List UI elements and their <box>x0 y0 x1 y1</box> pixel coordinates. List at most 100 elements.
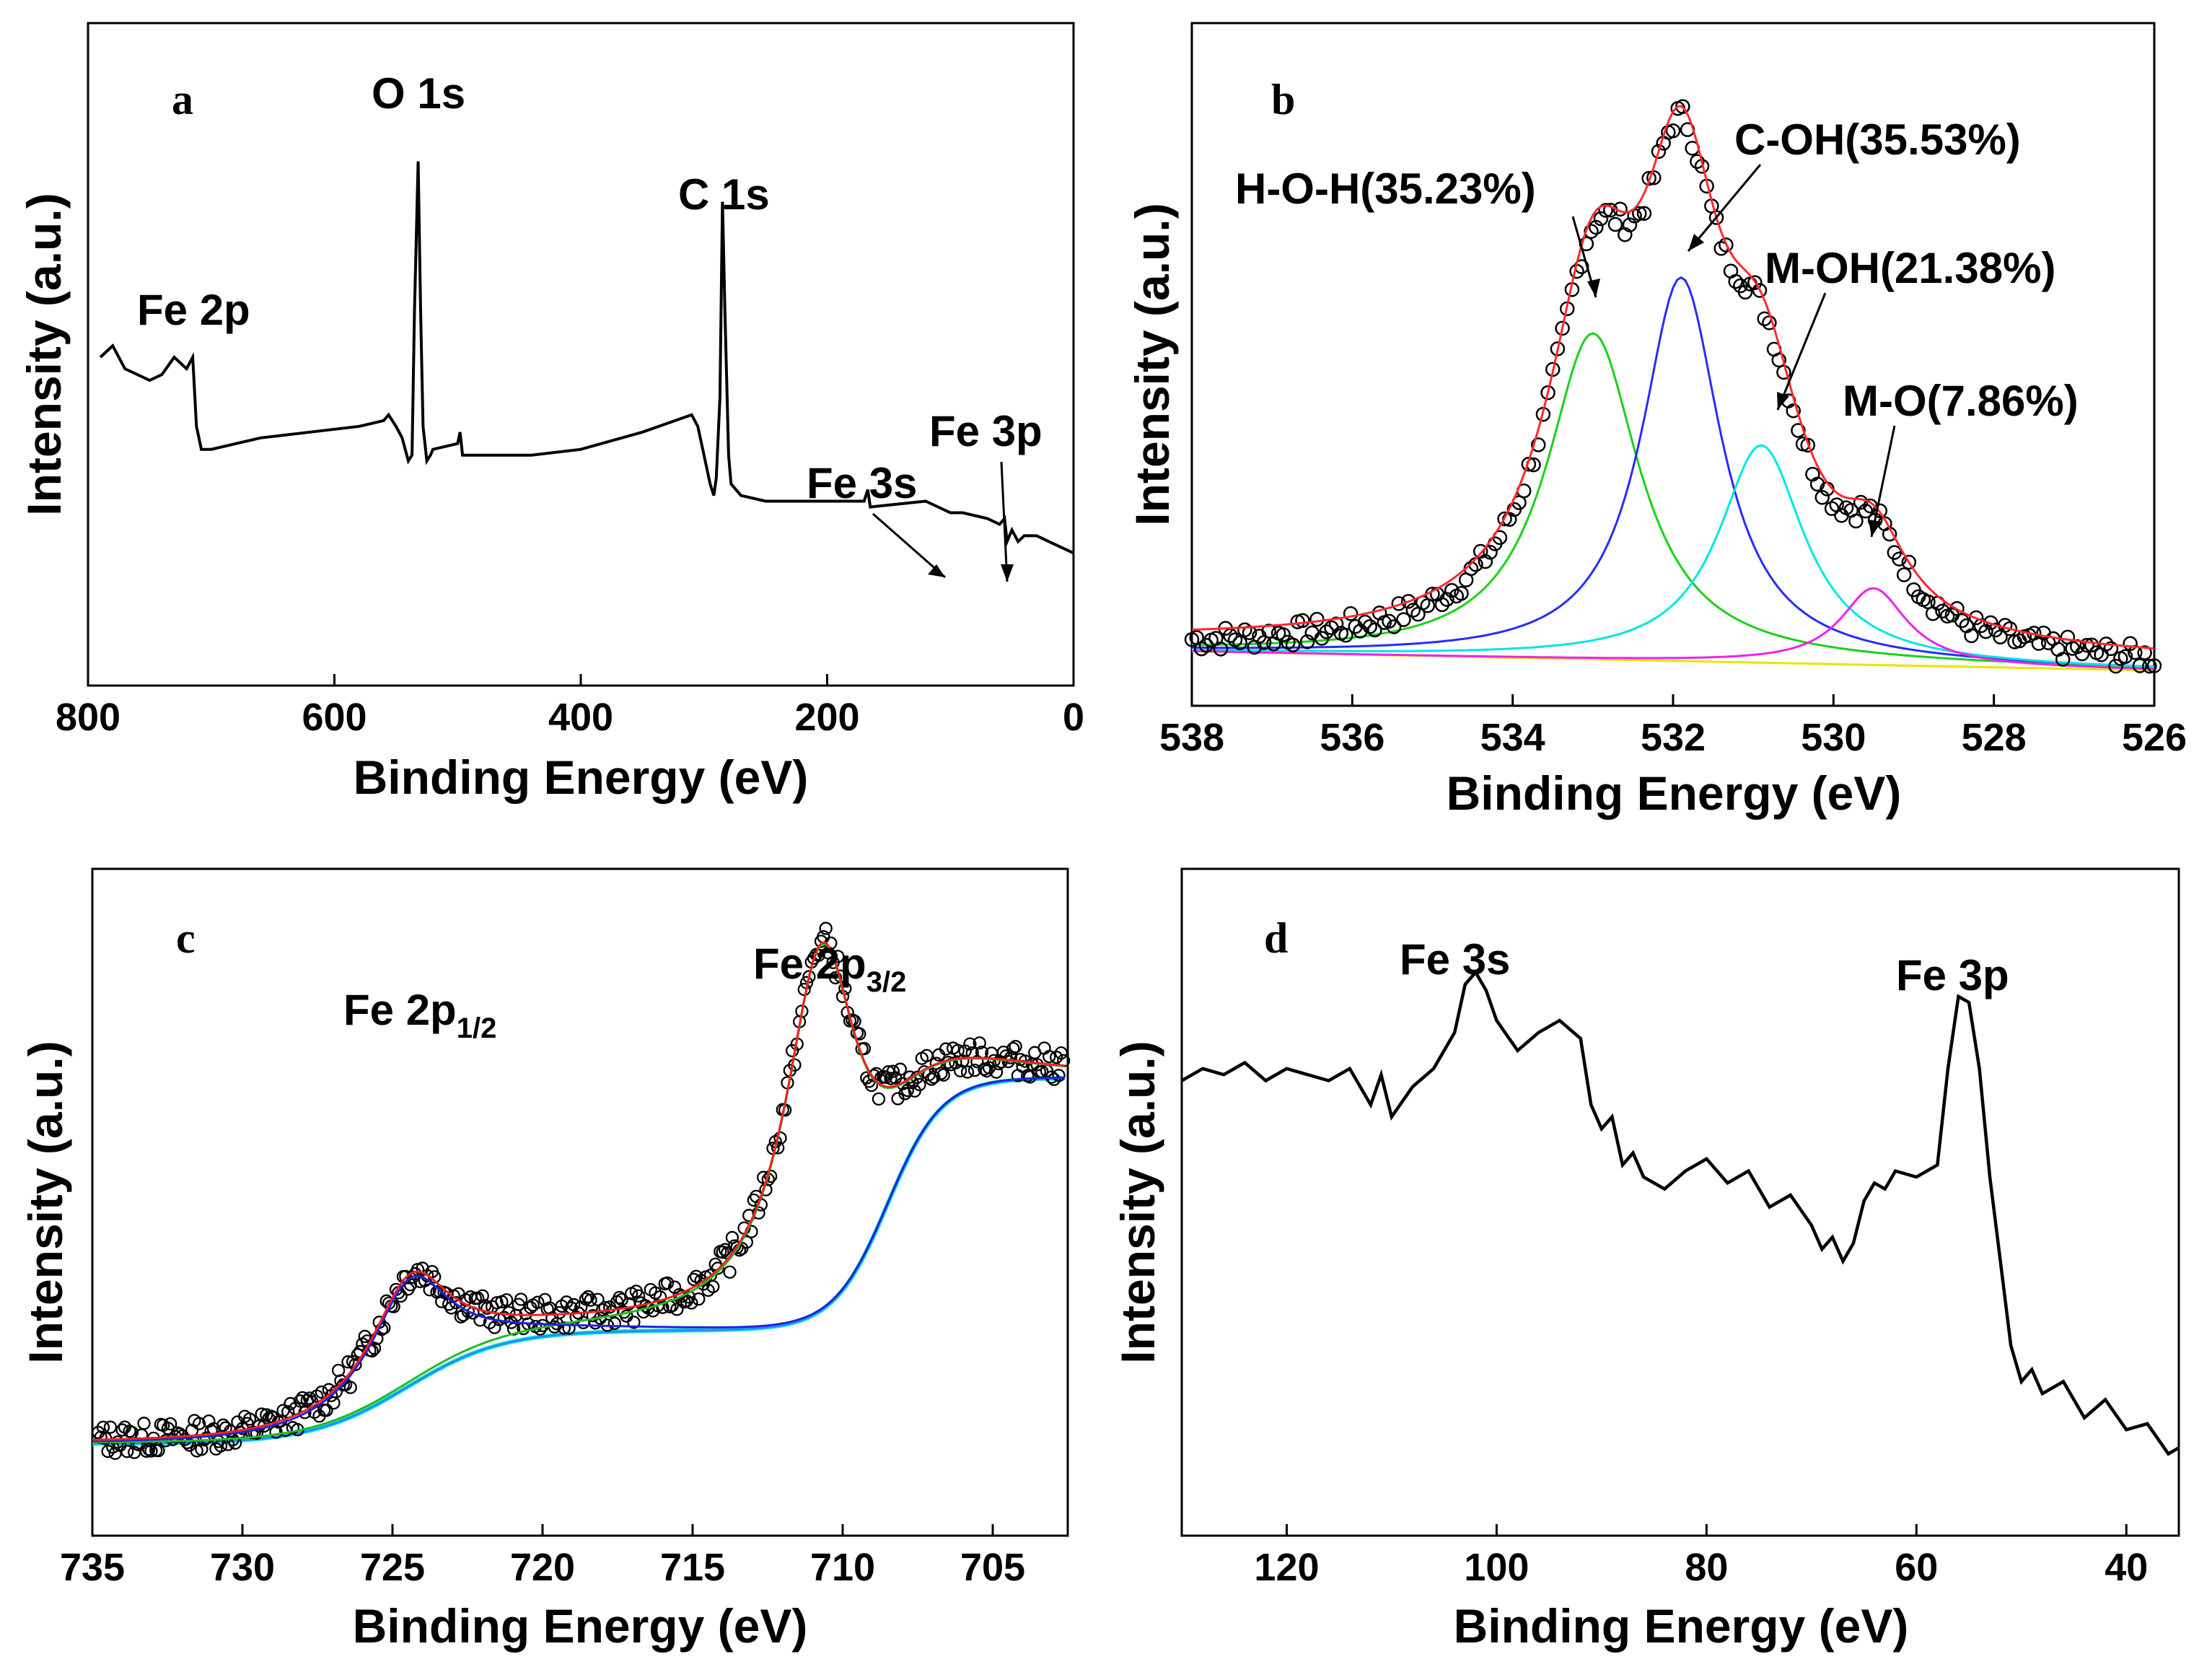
component-label-hoh: H-O-H(35.23%) <box>1235 165 1536 213</box>
envelope-line <box>1191 105 2155 650</box>
data-point <box>953 1064 967 1077</box>
x-tick-label: 120 <box>1254 1546 1319 1589</box>
data-point <box>1589 219 1604 235</box>
data-point <box>1386 619 1402 634</box>
data-point <box>1728 274 1743 289</box>
data-point <box>992 1056 1006 1071</box>
data-point <box>872 1092 886 1106</box>
background-line <box>92 1077 1065 1445</box>
plot-frame <box>1180 867 2180 1537</box>
data-point <box>1708 210 1724 225</box>
chart-marks: 735 730 725 720 715 710 705 <box>60 922 1071 1589</box>
data-point <box>269 1425 283 1439</box>
x-tick-label: 80 <box>1685 1546 1728 1589</box>
data-point <box>2142 658 2157 674</box>
data-point <box>1872 503 1888 519</box>
x-tick-label: 100 <box>1464 1546 1529 1589</box>
data-point <box>1295 613 1310 629</box>
data-point <box>1954 613 1970 629</box>
data-point <box>1439 592 1454 607</box>
chart-marks: 800 600 400 200 0 <box>56 161 1084 739</box>
data-point <box>898 1087 912 1101</box>
data-point <box>1800 437 1816 453</box>
data-point <box>956 1054 970 1068</box>
data-point <box>1353 624 1368 639</box>
data-point <box>1622 217 1638 232</box>
data-point <box>1901 554 1917 570</box>
data-point <box>711 1261 725 1275</box>
peak-label-fe2p: Fe 2p <box>137 286 250 334</box>
data-point <box>1400 594 1416 609</box>
data-point <box>2146 658 2162 673</box>
data-point <box>660 1276 675 1290</box>
data-point <box>1636 206 1652 221</box>
data-point <box>228 1436 242 1450</box>
data-point <box>1935 603 1950 619</box>
x-tick-label: 532 <box>1641 716 1706 759</box>
data-point <box>692 1292 706 1306</box>
data-point <box>589 1316 602 1330</box>
x-tick-label: 534 <box>1480 716 1545 759</box>
x-tick-label: 735 <box>60 1546 125 1589</box>
data-point <box>1814 489 1830 505</box>
data-point <box>1719 237 1734 253</box>
data-point <box>1497 511 1512 527</box>
data-point <box>557 1321 571 1335</box>
peak-label-main: Fe 2p <box>343 986 457 1034</box>
arrow-head <box>1587 279 1600 297</box>
data-point <box>1213 642 1229 657</box>
data-point <box>1009 1039 1022 1054</box>
arrow-fe3s <box>872 512 946 579</box>
data-point <box>1367 622 1382 638</box>
data-point <box>656 1300 670 1314</box>
data-point <box>1276 627 1291 642</box>
data-point <box>341 1355 355 1369</box>
component-line <box>92 942 1065 1443</box>
data-point <box>1285 637 1301 653</box>
data-point <box>723 1265 737 1279</box>
series-line <box>99 161 1074 555</box>
data-point <box>1054 1046 1068 1060</box>
component-line <box>1192 276 2155 668</box>
data-point <box>581 1290 595 1304</box>
data-point <box>631 1289 646 1303</box>
data-point <box>1598 203 1613 218</box>
data-point <box>627 1316 641 1329</box>
peak-label-fe3s: Fe 3s <box>807 459 917 507</box>
panel-c: 735 730 725 720 715 710 705 c Fe 2p1/2 Fe 2p3/… <box>19 867 1071 1653</box>
component-line <box>92 1076 1065 1443</box>
x-tick-label: 528 <box>1962 716 2027 759</box>
x-tick-label: 526 <box>2122 716 2187 759</box>
peak-label-fe2p12: Fe 2p1/2 <box>343 986 496 1044</box>
peak-label-o1s: O 1s <box>372 69 465 118</box>
peak-label-fe2p32: Fe 2p3/2 <box>753 940 906 998</box>
y-axis-label: Intensity (a.u.) <box>1125 203 1179 525</box>
data-point <box>1853 494 1869 510</box>
data-point <box>1978 624 1993 639</box>
data-point <box>1593 211 1609 227</box>
peak-label-fe3p: Fe 3p <box>929 407 1043 455</box>
x-axis-label: Binding Energy (eV) <box>354 751 809 804</box>
data-point <box>685 1296 698 1310</box>
panel-a: 800 600 400 200 0 a O 1s C 1s Fe 2p Fe 3s Fe… <box>17 22 1084 804</box>
data-point <box>1584 224 1599 239</box>
data-point <box>1983 615 1998 631</box>
x-tick-label: 705 <box>960 1546 1025 1589</box>
annotation-arrows <box>872 461 1014 582</box>
data-point <box>613 1290 626 1305</box>
background-line <box>92 1076 1065 1446</box>
data-point <box>785 1044 799 1058</box>
data-point <box>1343 606 1359 621</box>
panel-letter: a <box>172 76 193 123</box>
data-point <box>1405 603 1421 618</box>
x-tick-label: 800 <box>56 696 120 739</box>
data-point <box>819 922 833 935</box>
data-point <box>483 1316 496 1330</box>
data-point <box>1555 320 1570 336</box>
data-point <box>502 1305 516 1320</box>
data-point <box>884 1072 897 1085</box>
x-tick-label: 40 <box>2105 1546 2148 1589</box>
component-label-moh: M-OH(21.38%) <box>1765 244 2055 292</box>
data-point <box>553 1305 566 1320</box>
data-point <box>490 1296 504 1310</box>
